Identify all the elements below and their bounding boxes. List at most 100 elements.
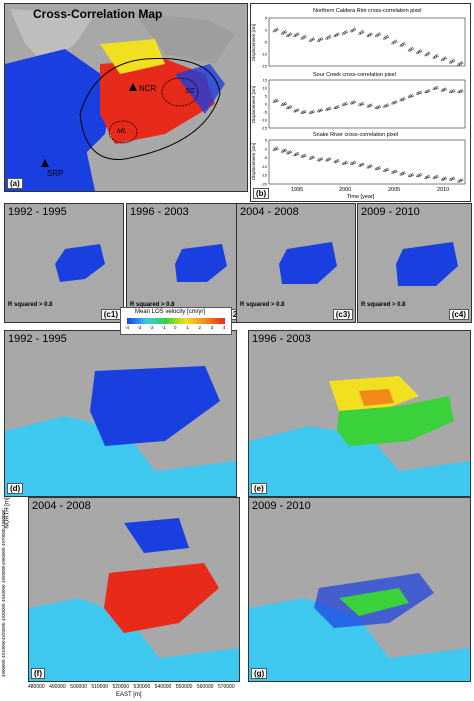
panel-b-label: (b) [253, 188, 270, 199]
east-tick: 510000 [91, 684, 109, 690]
y-tick: 5 [265, 94, 268, 99]
colorbar-tick: 1 [186, 325, 189, 330]
data-point [351, 28, 355, 32]
panel-c4-title: 2009 - 2010 [361, 206, 420, 218]
data-point [440, 57, 444, 61]
data-point [294, 32, 298, 36]
y-tick: 15 [263, 78, 268, 83]
data-point [303, 34, 307, 38]
north-tick: 4950000 [1, 565, 6, 584]
panel-d-label: (d) [7, 483, 24, 494]
data-point [336, 32, 340, 36]
colorbar: Mean LOS velocity [cm/yr] -4 -3 -2 -1 0 1 2 3 4 [120, 307, 232, 335]
x-tick-1995: 1995 [291, 187, 304, 193]
data-point [274, 28, 278, 32]
colorbar-tick: 2 [198, 325, 202, 330]
east-tick: 490000 [49, 684, 66, 690]
y-tick: 5 [265, 138, 268, 143]
data-point [433, 54, 438, 58]
data-point [303, 109, 307, 113]
data-point [328, 156, 332, 160]
panel-c1: 1992 - 1995 R squared > 0.8 (c1) [4, 203, 124, 323]
data-point [287, 32, 291, 36]
data-point [369, 32, 373, 36]
data-point [311, 109, 315, 113]
panel-c4-label: (c4) [448, 309, 469, 320]
subplot-1-title: Northern Caldera Rim cross-correlation p… [313, 8, 422, 14]
panel-a-title: Cross-Correlation Map [33, 7, 163, 21]
east-ticks: 480000 490000 500000 510000 520000 530000 5400… [28, 684, 238, 691]
data-point [391, 41, 395, 45]
data-point [319, 156, 324, 160]
panel-g-title: 2009 - 2010 [252, 500, 311, 512]
data-point [424, 53, 428, 57]
data-point [336, 104, 340, 108]
data-point [400, 42, 405, 46]
data-point [432, 55, 436, 59]
data-point [275, 146, 279, 150]
data-point [419, 90, 423, 94]
marker-srp: SRP [47, 169, 64, 178]
panel-a-svg [5, 4, 247, 191]
east-tick: 550000 [175, 684, 193, 690]
colorbar-tick: -1 [161, 325, 166, 330]
panel-c4: 2009 - 2010 R squared > 0.8 (c4) [357, 203, 472, 323]
panel-g: 2009 - 2010 (g) [248, 497, 471, 682]
north-tick: 4940000 [1, 584, 6, 602]
data-point [367, 32, 372, 36]
north-tick: 4970000 [1, 528, 6, 546]
data-point [275, 27, 279, 31]
panel-e: 1996 - 2003 (e) [248, 330, 471, 497]
data-point [328, 34, 332, 38]
data-point [427, 88, 431, 92]
data-point [385, 103, 390, 107]
colorbar-tick: -3 [137, 325, 142, 330]
data-point [311, 155, 315, 159]
data-point [394, 169, 398, 173]
east-tick: 530000 [133, 684, 151, 690]
data-point [427, 174, 431, 178]
data-point [410, 172, 415, 176]
data-point [310, 37, 314, 41]
data-point [280, 31, 285, 35]
data-point [377, 32, 382, 36]
panel-f-label: (f) [31, 668, 45, 679]
panel-b-ylabel-3: Displacement [cm] [251, 142, 257, 181]
data-point [272, 29, 276, 33]
data-point [343, 30, 347, 34]
data-point [311, 36, 315, 40]
data-point [328, 106, 332, 110]
data-point [409, 47, 413, 51]
north-tick: 4960000 [1, 546, 6, 565]
panel-b-chart: 5 0 -5 -10 -15 15 10 5 0 -5 -10 -15 5 0 -5 -10 -15 -20 No… [250, 3, 471, 202]
subplot-frame [268, 79, 466, 129]
data-point [442, 56, 446, 60]
panel-f-svg [29, 498, 239, 681]
panel-e-title: 1996 - 2003 [252, 333, 311, 345]
data-point [361, 162, 365, 166]
data-point [334, 32, 339, 36]
colorbar-title: Mean LOS velocity [cm/yr] [135, 309, 206, 315]
data-point [352, 99, 357, 103]
panel-b-ylabel-1: Displacement [cm] [251, 23, 257, 62]
panel-c3-svg [237, 204, 355, 322]
data-point [326, 35, 330, 39]
data-point [336, 158, 340, 162]
y-tick: 0 [265, 28, 268, 33]
colorbar-tick: 4 [223, 325, 226, 330]
panel-c4-svg [358, 204, 471, 322]
colorbar-ticks: -4 -3 -2 -1 0 1 2 3 4 [125, 325, 226, 333]
panel-c2-note: R squared > 0.8 [130, 302, 175, 308]
panel-c1-svg [5, 204, 123, 322]
panel-e-svg [249, 331, 470, 496]
panel-c1-label: (c1) [100, 309, 121, 320]
panel-e-label: (e) [251, 483, 267, 494]
panel-c1-note: R squared > 0.8 [8, 302, 53, 308]
data-point [452, 88, 456, 92]
panel-c3: 2004 - 2008 R squared > 0.8 (c3) [236, 203, 356, 323]
subplot-2-title: Sour Creek cross-correlation pixel [313, 72, 396, 78]
marker-ml: ML [117, 128, 127, 135]
panel-g-label: (g) [251, 668, 268, 679]
east-axis-label: EAST [m] [116, 692, 142, 698]
x-tick-2000: 2000 [339, 187, 352, 193]
